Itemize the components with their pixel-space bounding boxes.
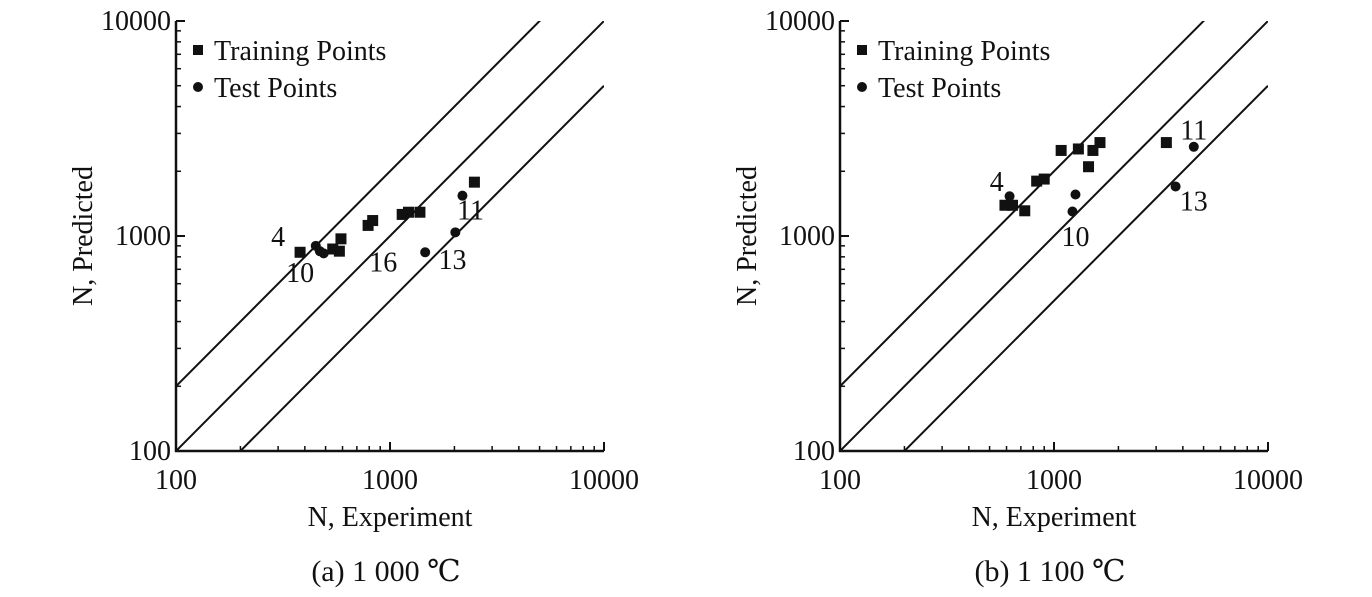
reference-line-factor-2: [840, 21, 1205, 387]
y-tick-label: 1000: [115, 221, 171, 252]
training-point: [1160, 137, 1172, 149]
y-axis-label: N, Predicted: [68, 166, 99, 306]
training-point: [1007, 199, 1019, 211]
training-point: [396, 208, 408, 220]
test-point: [1004, 191, 1015, 202]
training-point: [294, 246, 306, 258]
x-tick-label: 100: [155, 465, 197, 496]
x-tick-label: 10000: [569, 465, 639, 496]
x-tick-label: 10000: [1233, 465, 1303, 496]
training-point: [1038, 173, 1050, 185]
point-annotation: 11: [1180, 115, 1207, 146]
reference-lines: [840, 21, 1268, 451]
test-point: [457, 190, 468, 201]
test-point: [318, 248, 329, 259]
training-point: [327, 243, 339, 255]
legend-marker-circle: [193, 82, 203, 92]
series-training-points: [999, 137, 1172, 217]
x-axis-label: N, Experiment: [972, 502, 1137, 533]
legend-label: Training Points: [878, 36, 1050, 67]
y-axis-label: N, Predicted: [732, 166, 763, 306]
reference-line-factor-half: [903, 85, 1268, 451]
legend-label: Test Points: [878, 73, 1001, 104]
training-point: [468, 176, 480, 188]
training-point: [1072, 143, 1084, 155]
legend-marker-circle: [857, 82, 867, 92]
y-tick-label: 10000: [101, 6, 171, 37]
reference-lines: [176, 21, 604, 451]
test-point: [1188, 141, 1199, 152]
chart-caption: (b) 1 100 ℃: [974, 555, 1125, 588]
training-point: [1019, 205, 1031, 217]
training-point: [1094, 137, 1106, 149]
chart-caption: (a) 1 000 ℃: [311, 555, 460, 588]
test-point: [1070, 189, 1081, 200]
test-point: [420, 247, 431, 258]
test-point: [450, 227, 461, 238]
point-annotation: 13: [1180, 187, 1208, 218]
point-annotation: 13: [439, 245, 467, 276]
training-point: [1055, 144, 1067, 156]
reference-line-y-equals-x: [176, 21, 604, 451]
training-point: [367, 215, 379, 227]
y-tick-label: 10000: [765, 6, 835, 37]
training-point: [335, 233, 347, 245]
series-test-points: [1004, 141, 1199, 217]
point-annotation: 16: [369, 248, 397, 279]
training-point: [1083, 161, 1095, 173]
series-test-points: [310, 190, 468, 259]
point-annotation: 10: [1061, 222, 1089, 253]
point-annotation: 4: [990, 167, 1004, 198]
legend-marker-square: [193, 45, 203, 55]
training-point: [1087, 144, 1099, 156]
test-point: [1170, 181, 1181, 192]
y-tick-label: 1000: [779, 221, 835, 252]
y-tick-label: 100: [793, 436, 835, 467]
legend-label: Test Points: [214, 73, 337, 104]
reference-line-factor-2: [176, 21, 541, 387]
training-point: [402, 206, 414, 218]
reference-line-y-equals-x: [840, 21, 1268, 451]
point-annotation: 4: [271, 222, 285, 253]
point-annotation: 11: [457, 195, 484, 226]
x-axis-label: N, Experiment: [308, 502, 473, 533]
x-tick-label: 1000: [1026, 465, 1082, 496]
training-point: [414, 206, 426, 218]
training-point: [999, 199, 1011, 211]
test-point: [1067, 206, 1078, 217]
training-point: [1031, 175, 1043, 187]
legend-label: Training Points: [214, 36, 386, 67]
training-point: [333, 245, 345, 257]
point-annotation: 10: [286, 258, 314, 289]
y-tick-label: 100: [129, 436, 171, 467]
series-training-points: [294, 176, 480, 258]
x-tick-label: 100: [819, 465, 861, 496]
x-tick-label: 1000: [362, 465, 418, 496]
legend-marker-square: [857, 45, 867, 55]
reference-line-factor-half: [239, 85, 604, 451]
